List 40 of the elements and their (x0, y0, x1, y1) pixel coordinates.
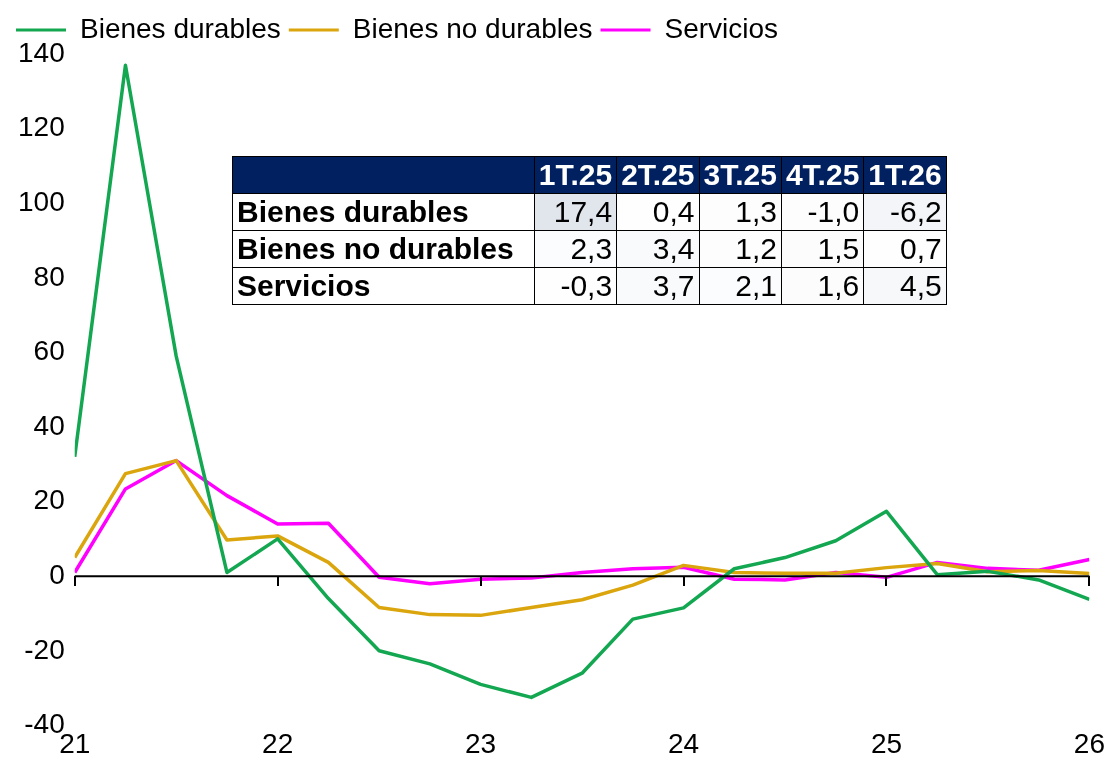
data-label: 0,7 (863, 230, 947, 268)
x-tick-label: 2T.25 (616, 156, 700, 194)
x-tick-label: 23 (465, 727, 497, 759)
x-tick-label: 25 (870, 727, 903, 759)
y-tick-label: Bienes durables (232, 193, 535, 231)
data-label: -6,2 (863, 193, 947, 231)
data-label: 1,2 (699, 230, 782, 268)
data-label: 2,1 (699, 267, 782, 305)
data-label: 1,3 (699, 193, 782, 231)
data-label: 17,4 (534, 193, 617, 231)
y-tick-label: 120 (18, 111, 65, 143)
legend-label: Bienes durables (80, 12, 281, 44)
y-tick-label: 80 (33, 260, 65, 292)
y-tick-label: 0 (49, 558, 65, 590)
data-label: 2,3 (534, 230, 617, 268)
y-tick-label: 60 (33, 335, 65, 367)
x-tick-label: 1T.26 (863, 156, 947, 194)
x-tick-label: 1T.25 (534, 156, 617, 194)
x-tick-label: 26 (1073, 727, 1106, 759)
y-tick-label: Bienes no durables (232, 230, 535, 268)
legend-label: Bienes no durables (352, 12, 593, 44)
y-tick-label: Servicios (232, 267, 535, 305)
data-label: 1,6 (781, 267, 864, 305)
y-tick-label: 100 (18, 185, 65, 217)
y-tick-label: 40 (33, 409, 65, 441)
data-label: 4,5 (863, 267, 947, 305)
data-label: 3,4 (616, 230, 700, 268)
data-label: 0,4 (616, 193, 700, 231)
x-tick-label: 3T.25 (699, 156, 782, 194)
legend-label: Servicios (664, 12, 779, 44)
x-tick-label: 24 (667, 727, 700, 759)
y-tick-label: -20 (24, 633, 65, 665)
x-tick-label: 4T.25 (781, 156, 864, 194)
data-label: -0,3 (534, 267, 617, 305)
data-label: -1,0 (781, 193, 864, 231)
y-tick-label: 140 (18, 36, 65, 68)
data-label: 3,7 (616, 267, 700, 305)
y-tick-label: 20 (33, 484, 65, 516)
x-tick-label: 22 (262, 727, 294, 759)
data-label: 1,5 (781, 230, 864, 268)
